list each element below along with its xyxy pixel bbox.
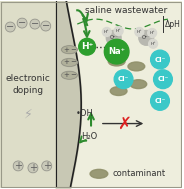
Text: O²⁻: O²⁻: [109, 35, 118, 40]
Text: ΔpH: ΔpH: [165, 20, 181, 29]
Text: ✗: ✗: [117, 115, 130, 132]
Text: O²⁻: O²⁻: [142, 35, 151, 40]
Text: H⁺: H⁺: [149, 31, 155, 35]
Text: H⁺: H⁺: [81, 42, 93, 51]
Text: −: −: [70, 72, 76, 78]
Ellipse shape: [128, 62, 145, 71]
Ellipse shape: [90, 169, 108, 178]
Circle shape: [5, 22, 15, 32]
Circle shape: [148, 29, 157, 37]
Text: ⚡: ⚡: [24, 107, 32, 120]
Text: Na⁺: Na⁺: [108, 47, 125, 56]
Ellipse shape: [130, 80, 147, 89]
Circle shape: [42, 161, 52, 171]
Text: H⁺: H⁺: [150, 42, 156, 46]
Text: +: +: [14, 161, 22, 171]
Text: +: +: [63, 60, 69, 65]
Text: H⁺: H⁺: [104, 30, 109, 34]
Text: Cl⁻: Cl⁻: [118, 76, 129, 82]
Circle shape: [154, 70, 172, 89]
Text: +: +: [29, 163, 37, 173]
Text: −: −: [42, 21, 50, 31]
Text: Cl⁻: Cl⁻: [154, 98, 166, 104]
Text: H₂O: H₂O: [81, 132, 97, 141]
Ellipse shape: [61, 71, 77, 79]
Text: H⁺: H⁺: [137, 30, 142, 34]
Circle shape: [28, 163, 38, 173]
Text: •OH: •OH: [76, 109, 94, 118]
Circle shape: [106, 30, 121, 45]
Circle shape: [104, 39, 129, 64]
Text: −: −: [31, 19, 39, 29]
Text: +: +: [63, 47, 69, 53]
Circle shape: [79, 38, 95, 55]
Text: saline wastewater: saline wastewater: [85, 6, 168, 15]
Text: Cl⁻: Cl⁻: [154, 57, 166, 63]
Text: Cl⁻: Cl⁻: [157, 76, 169, 82]
Circle shape: [102, 28, 111, 36]
Circle shape: [151, 50, 169, 69]
Circle shape: [17, 18, 27, 28]
Circle shape: [41, 21, 51, 31]
Ellipse shape: [110, 87, 127, 95]
Circle shape: [151, 91, 169, 110]
Text: contaminant: contaminant: [113, 169, 166, 178]
Text: −: −: [70, 60, 76, 65]
Bar: [0, 1, 67, 188]
Text: H⁺: H⁺: [116, 29, 121, 33]
Text: electronic
doping: electronic doping: [6, 74, 50, 94]
Text: +: +: [63, 72, 69, 78]
Text: +: +: [43, 161, 51, 171]
Ellipse shape: [108, 57, 125, 66]
Circle shape: [139, 30, 154, 45]
Ellipse shape: [61, 46, 77, 54]
Ellipse shape: [61, 59, 77, 66]
Text: −: −: [6, 22, 14, 32]
Circle shape: [114, 70, 133, 89]
Circle shape: [13, 161, 23, 171]
Text: −: −: [18, 18, 26, 28]
Circle shape: [135, 28, 144, 36]
Text: −: −: [70, 47, 76, 53]
Circle shape: [114, 26, 123, 35]
Circle shape: [149, 39, 158, 48]
Circle shape: [30, 19, 40, 29]
